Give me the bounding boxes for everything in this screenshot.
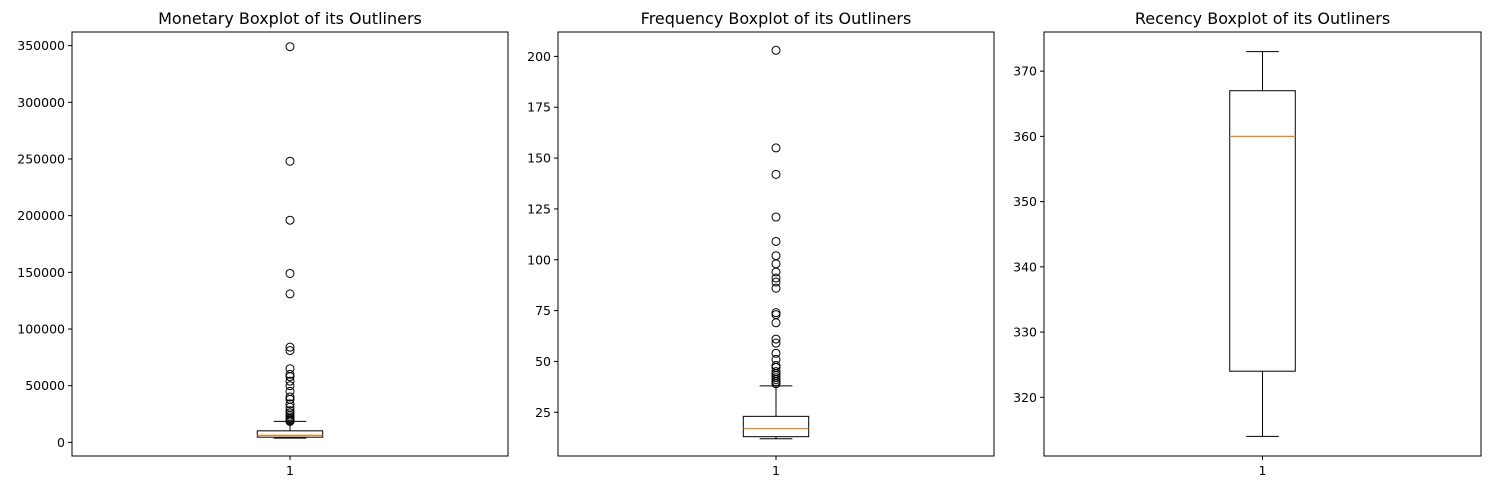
outlier-point <box>285 392 295 402</box>
outlier-point <box>771 338 781 348</box>
y-tick-label: 350 <box>1013 194 1037 209</box>
chart-panel-1: Monetary Boxplot of its Outliners 0 50000 1… <box>17 9 509 478</box>
y-tick-label: 25 <box>535 405 551 420</box>
y-tick-label: 250000 <box>17 151 65 166</box>
outlier-point <box>285 408 295 418</box>
outlier-point <box>285 399 295 409</box>
plot-frame <box>557 31 995 457</box>
outlier-point <box>771 143 781 153</box>
y-tick-label: 200 <box>527 49 551 64</box>
y-tick-label: 150 <box>527 151 551 166</box>
outlier-point <box>771 273 781 283</box>
y-tick-label: 75 <box>535 303 551 318</box>
outlier-point <box>771 348 781 358</box>
box <box>256 430 324 438</box>
outlier-point <box>771 367 781 377</box>
outlier-point <box>771 310 781 320</box>
outlier-point <box>285 289 295 299</box>
y-tick-label: 0 <box>57 435 65 450</box>
outlier-point <box>771 45 781 55</box>
outlier-point <box>285 42 295 52</box>
outlier-point <box>285 369 295 379</box>
outlier-point <box>285 381 295 391</box>
outlier-point <box>771 212 781 222</box>
y-tick-label: 100000 <box>17 322 65 337</box>
outlier-point <box>771 283 781 293</box>
outlier-point <box>771 259 781 269</box>
y-tick-label: 50000 <box>25 378 65 393</box>
y-tick-label: 330 <box>1013 325 1037 340</box>
outlier-point <box>285 342 295 352</box>
outlier-point <box>771 277 781 287</box>
chart-title: Recency Boxplot of its Outliners <box>1135 9 1390 28</box>
chart-panel-2: Frequency Boxplot of its Outliners 25 50 75… <box>527 9 995 478</box>
chart-title: Monetary Boxplot of its Outliners <box>158 9 422 28</box>
outlier-point <box>771 354 781 364</box>
outlier-point <box>285 268 295 278</box>
x-tick-label: 1 <box>1259 463 1267 478</box>
plot-frame <box>71 31 509 457</box>
outlier-point <box>771 251 781 261</box>
box <box>742 415 810 438</box>
y-tick-label: 320 <box>1013 390 1037 405</box>
y-tick-label: 370 <box>1013 64 1037 79</box>
plot-frame <box>1043 31 1482 457</box>
chart-panel-3: Recency Boxplot of its Outliners 320 330 34… <box>1013 9 1482 478</box>
y-tick-label: 300000 <box>17 95 65 110</box>
y-tick-label: 150000 <box>17 265 65 280</box>
y-tick-label: 100 <box>527 252 551 267</box>
y-tick-label: 360 <box>1013 129 1037 144</box>
chart-title: Frequency Boxplot of its Outliners <box>641 9 912 28</box>
box <box>1229 90 1296 372</box>
outlier-point <box>285 386 295 396</box>
y-tick-label: 350000 <box>17 38 65 53</box>
y-tick-label: 125 <box>527 201 551 216</box>
outlier-point <box>771 361 781 371</box>
outlier-point <box>285 156 295 166</box>
outlier-point <box>285 346 295 356</box>
outlier-point <box>771 334 781 344</box>
outlier-point <box>771 236 781 246</box>
y-tick-label: 200000 <box>17 208 65 223</box>
outlier-point <box>285 215 295 225</box>
outlier-point <box>285 406 295 416</box>
outlier-point <box>771 308 781 318</box>
y-tick-label: 50 <box>535 354 551 369</box>
outlier-point <box>771 267 781 277</box>
y-tick-label: 340 <box>1013 259 1037 274</box>
x-tick-label: 1 <box>286 463 294 478</box>
outlier-point <box>771 169 781 179</box>
outlier-point <box>285 364 295 374</box>
outlier-point <box>771 318 781 328</box>
x-tick-label: 1 <box>772 463 780 478</box>
y-tick-label: 175 <box>527 100 551 115</box>
outlier-point <box>285 376 295 386</box>
